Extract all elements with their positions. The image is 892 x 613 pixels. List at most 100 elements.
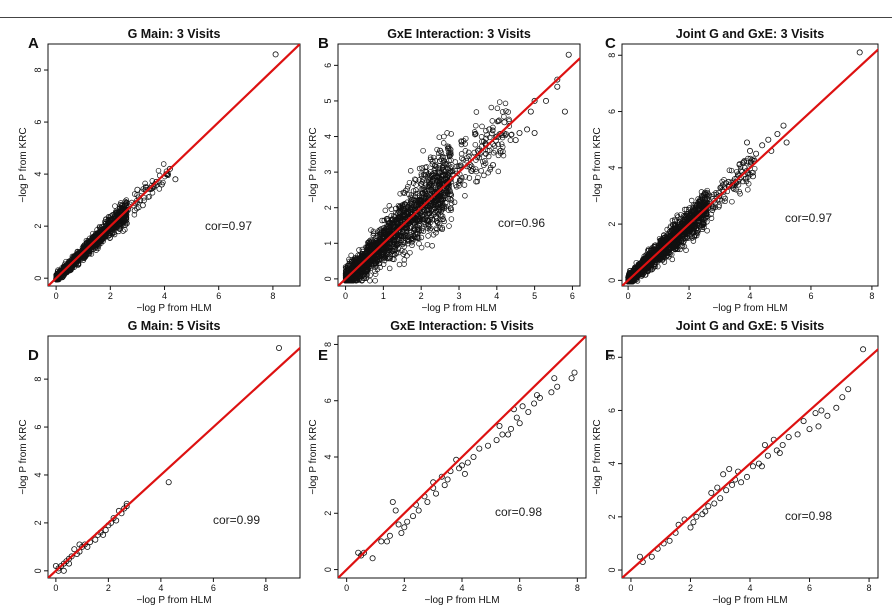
x-tick-label: 2 <box>419 291 424 301</box>
y-tick-label: 4 <box>607 165 617 170</box>
data-point <box>503 101 508 106</box>
data-point <box>689 198 694 203</box>
x-tick-label: 0 <box>626 291 631 301</box>
data-point <box>766 137 771 142</box>
y-tick-label: 6 <box>323 63 333 68</box>
data-point <box>499 142 504 147</box>
data-point <box>760 143 765 148</box>
data-point <box>857 50 862 55</box>
panel-letter: A <box>28 35 39 52</box>
y-tick-label: 4 <box>323 134 333 139</box>
data-point <box>462 183 467 188</box>
x-tick-label: 0 <box>343 291 348 301</box>
data-point <box>517 130 522 135</box>
x-tick-label: 6 <box>808 291 813 301</box>
identity-line <box>21 18 327 312</box>
x-tick-label: 6 <box>570 291 575 301</box>
y-axis-label: −log P from KRC <box>308 127 319 202</box>
data-point <box>135 187 140 192</box>
data-point <box>508 138 513 143</box>
identity-line <box>300 8 633 321</box>
x-tick-label: 5 <box>532 291 537 301</box>
y-tick-label: 0 <box>33 276 43 281</box>
data-point <box>473 142 478 147</box>
data-point <box>502 120 507 125</box>
x-tick-label: 1 <box>381 291 386 301</box>
data-point <box>670 257 675 262</box>
data-point <box>373 278 378 283</box>
correlation-annotation: cor=0.97 <box>205 219 252 233</box>
x-tick-label: 4 <box>494 291 499 301</box>
data-point <box>453 160 458 165</box>
y-tick-label: 0 <box>323 276 333 281</box>
panel-letter: B <box>318 35 329 52</box>
data-point <box>473 123 478 128</box>
x-tick-label: 8 <box>869 291 874 301</box>
data-point <box>562 109 567 114</box>
y-tick-label: 2 <box>33 224 43 229</box>
data-point <box>479 134 484 139</box>
data-point <box>367 278 372 283</box>
y-tick-label: 3 <box>323 170 333 175</box>
data-point <box>449 198 454 203</box>
data-point <box>408 250 413 255</box>
data-point <box>496 169 501 174</box>
data-point <box>555 84 560 89</box>
panel-title: G Main: 3 Visits <box>128 27 221 41</box>
data-point <box>421 148 426 153</box>
data-point <box>781 123 786 128</box>
data-point <box>387 266 392 271</box>
data-point <box>532 130 537 135</box>
x-axis-label: −log P from HLM <box>136 303 211 314</box>
plot-area <box>592 16 892 314</box>
y-tick-label: 6 <box>33 120 43 125</box>
data-point <box>463 193 468 198</box>
data-point <box>502 114 507 119</box>
data-point <box>173 177 178 182</box>
x-tick-label: 4 <box>747 291 752 301</box>
y-tick-label: 2 <box>323 205 333 210</box>
data-point <box>383 208 388 213</box>
data-point <box>430 243 435 248</box>
x-tick-label: 6 <box>216 291 221 301</box>
data-point <box>140 203 145 208</box>
data-point <box>745 187 750 192</box>
data-point <box>489 105 494 110</box>
data-point <box>513 138 518 143</box>
data-point <box>474 110 479 115</box>
x-axis-label: −log P from HLM <box>421 303 496 314</box>
data-point <box>273 52 278 57</box>
x-tick-label: 3 <box>456 291 461 301</box>
data-point <box>479 168 484 173</box>
plot-area <box>300 8 633 321</box>
data-point <box>113 204 118 209</box>
y-tick-label: 0 <box>607 278 617 283</box>
data-point <box>482 173 487 178</box>
x-tick-label: 2 <box>687 291 692 301</box>
data-point <box>480 124 485 129</box>
y-tick-label: 2 <box>607 222 617 227</box>
data-point <box>730 199 735 204</box>
data-point <box>408 168 413 173</box>
y-tick-label: 8 <box>33 68 43 73</box>
data-point <box>747 148 752 153</box>
correlation-annotation: cor=0.96 <box>498 216 545 230</box>
data-point <box>784 140 789 145</box>
x-tick-label: 0 <box>54 291 59 301</box>
data-point <box>156 168 161 173</box>
data-point <box>161 162 166 167</box>
data-point <box>497 100 502 105</box>
panel-title: GxE Interaction: 3 Visits <box>387 27 531 41</box>
data-point <box>437 135 442 140</box>
data-point <box>754 151 759 156</box>
data-point <box>566 52 571 57</box>
data-point <box>447 224 452 229</box>
data-point <box>495 106 500 111</box>
data-point <box>452 200 457 205</box>
y-tick-label: 4 <box>33 172 43 177</box>
